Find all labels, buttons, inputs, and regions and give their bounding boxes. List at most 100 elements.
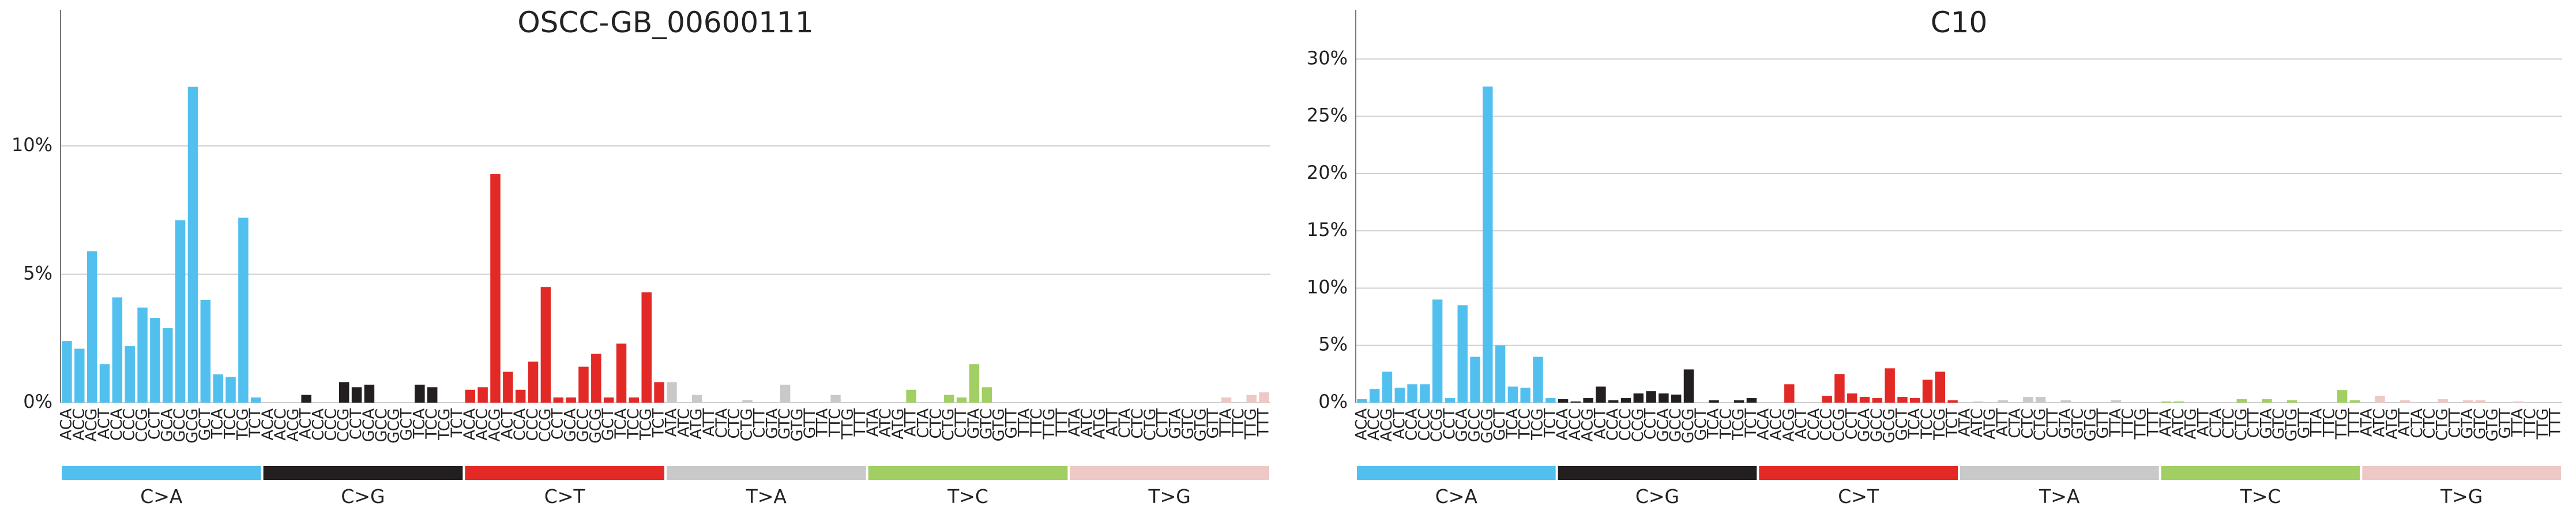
- x-tick-label: GTG: [2282, 408, 2300, 441]
- bar: [1394, 388, 1405, 403]
- x-tick-label: GCG: [1679, 408, 1697, 444]
- x-tick-label: GTC: [776, 408, 794, 440]
- x-tick-label: TCT: [246, 408, 264, 438]
- bar: [1382, 371, 1393, 403]
- bar: [1259, 392, 1269, 403]
- bar: [465, 389, 476, 403]
- x-tick-label: TCA: [410, 408, 428, 439]
- x-tick-label: TCT: [448, 408, 466, 438]
- x-tick-label: ACG: [486, 408, 503, 442]
- x-tick-label: GTC: [2069, 408, 2087, 440]
- group-label: C>A: [140, 485, 183, 508]
- bar: [1885, 368, 1895, 403]
- bar: [1683, 369, 1694, 403]
- bar: [1608, 400, 1619, 403]
- chart-title: C10: [1931, 6, 1988, 39]
- x-tick-label: ACA: [461, 408, 479, 440]
- x-tick-label: CCT: [1842, 408, 1860, 440]
- x-tick-label: TTA: [2107, 408, 2124, 437]
- x-tick-label: CCA: [1403, 408, 1421, 441]
- x-tick-label: ATA: [662, 408, 680, 437]
- bar: [1922, 380, 1933, 403]
- x-tick-label: CTT: [1154, 408, 1172, 438]
- x-tick-label: GCT: [397, 408, 415, 441]
- bar: [2023, 397, 2033, 403]
- bar: [540, 287, 551, 403]
- bar: [1897, 397, 1908, 403]
- x-tick-label: CTA: [2006, 408, 2024, 438]
- x-tick-label: ACG: [1579, 408, 1597, 442]
- x-tick-label: TTG: [1242, 408, 1260, 440]
- x-tick-label: ATC: [2169, 408, 2187, 437]
- group-label: C>T: [544, 485, 586, 508]
- x-tick-label: GTT: [1002, 408, 1020, 439]
- x-tick-label: GTC: [2471, 408, 2489, 440]
- x-tick-label: GTA: [2257, 408, 2275, 438]
- x-tick-label: CTG: [1141, 408, 1159, 441]
- x-tick-label: CCA: [108, 408, 126, 441]
- x-tick-label: GTA: [763, 408, 781, 438]
- bar: [1470, 356, 1480, 403]
- y-tick-label: 30%: [1307, 47, 1348, 69]
- x-tick-label: TTT: [1255, 408, 1273, 437]
- group-strip: [1759, 466, 1958, 480]
- bar: [943, 395, 954, 403]
- bar: [2111, 400, 2122, 403]
- bar: [427, 387, 438, 403]
- x-tick-label: GTC: [2270, 408, 2288, 440]
- group-label: T>C: [947, 485, 988, 508]
- bar: [364, 384, 375, 403]
- x-tick-label: CTG: [2031, 408, 2049, 441]
- x-tick-label: GCT: [196, 408, 214, 441]
- bar: [1746, 398, 1757, 403]
- bar: [163, 328, 173, 403]
- x-tick-label: GCG: [1881, 408, 1898, 444]
- bar: [503, 371, 513, 403]
- x-tick-label: CTT: [952, 408, 970, 438]
- x-tick-label: GTT: [2496, 408, 2514, 439]
- x-tick-label: GCC: [1466, 408, 1484, 442]
- x-tick-label: CCG: [1629, 408, 1647, 442]
- x-tick-label: TCC: [221, 408, 239, 440]
- x-tick-label: GCG: [385, 408, 403, 444]
- x-tick-label: TCA: [1503, 408, 1521, 439]
- y-tick-label: 5%: [23, 262, 52, 284]
- x-tick-label: GTA: [2458, 408, 2476, 438]
- x-tick-label: ATT: [1103, 408, 1121, 436]
- x-tick-label: CTC: [927, 408, 945, 439]
- group-label: T>A: [746, 485, 787, 508]
- x-tick-label: CCT: [1441, 408, 1458, 440]
- group-strip: [263, 466, 463, 480]
- bar: [2173, 401, 2184, 403]
- x-tick-label: ATT: [1994, 408, 2011, 436]
- x-tick-label: ATC: [1078, 408, 1096, 437]
- bar: [1935, 371, 1946, 403]
- x-tick-label: ACC: [1365, 408, 1383, 441]
- group-strip: [1558, 466, 1757, 480]
- x-tick-label: CTA: [713, 408, 731, 438]
- group-label: C>G: [1635, 485, 1679, 508]
- bar: [1545, 398, 1556, 403]
- group-strip: [2362, 466, 2561, 480]
- x-tick-label: TCT: [1541, 408, 1559, 438]
- x-tick-label: ATA: [864, 408, 882, 437]
- bar: [2438, 399, 2448, 403]
- x-tick-label: TTC: [1229, 408, 1247, 438]
- x-tick-label: CCT: [145, 408, 163, 440]
- x-tick-label: ATC: [877, 408, 894, 437]
- bar: [2287, 400, 2297, 403]
- bar: [2161, 401, 2172, 403]
- x-tick-label: ACT: [1390, 408, 1408, 439]
- x-tick-label: TCA: [1905, 408, 1923, 439]
- bar: [1445, 398, 1456, 403]
- x-tick-label: CTC: [2421, 408, 2439, 439]
- group-strip: [1357, 466, 1556, 480]
- x-tick-label: GCA: [1654, 408, 1672, 442]
- x-tick-label: GCT: [1893, 408, 1911, 441]
- group-label: C>T: [1838, 485, 1879, 508]
- x-tick-label: TTT: [851, 408, 869, 437]
- x-tick-label: ACC: [272, 408, 289, 441]
- bar: [1834, 374, 1845, 403]
- bar: [906, 389, 916, 403]
- bar: [2400, 400, 2410, 403]
